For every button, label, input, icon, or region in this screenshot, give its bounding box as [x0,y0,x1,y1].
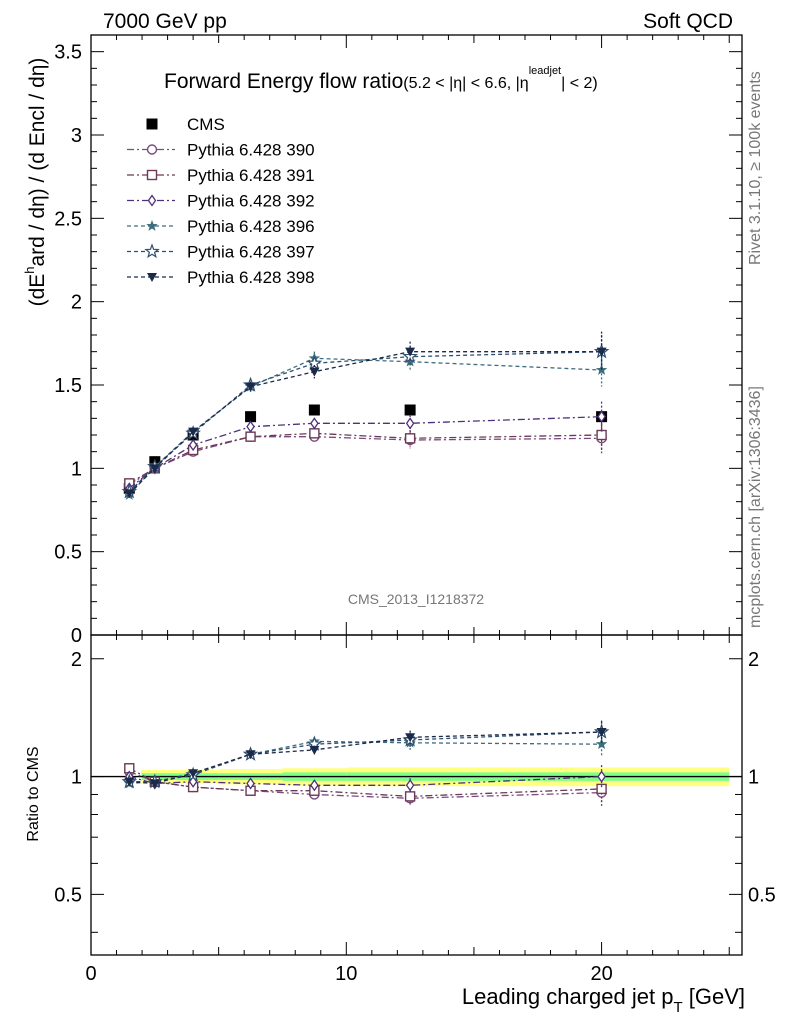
y-tick-label: 3.5 [54,42,82,64]
process-label: Soft QCD [643,10,733,33]
main-series-group [121,331,610,500]
ratio-point [188,769,199,779]
ratio-ylabel: Ratio to CMS [25,746,42,841]
ratio-point [596,783,607,795]
y-tick-label: 3 [71,125,82,147]
y-tick-label: 0.5 [54,542,82,564]
legend-label: Pythia 6.428 397 [187,243,315,262]
series-line [128,351,602,494]
energy-label: 7000 GeV pp [103,10,227,33]
legend-entry: Pythia 6.428 390 [127,141,315,160]
series-line [128,432,602,484]
data-point [246,420,255,433]
ratio-y-tick-label-right: 0.5 [748,884,776,906]
main-plot-panel: 0 0.5 1 1.5 2 2.5 3 3.5 [54,34,743,647]
data-point [149,464,160,474]
data-point [404,433,416,444]
ratio-y-tick-label: 2 [71,649,82,671]
data-point [405,417,415,430]
data-point [245,411,257,423]
legend-label: Pythia 6.428 398 [187,268,315,287]
analysis-watermark: CMS_2013_I1218372 [348,591,484,607]
series-line [128,416,602,489]
series-6 [124,331,607,499]
data-point [597,410,606,423]
ratio-plot-panel: 0 10 200.5 0.51 12 2 [54,35,776,985]
data-point [245,431,256,442]
legend-marker [146,144,158,155]
y-tick-label: 2 [71,292,82,314]
ratio-y-tick-label-right: 2 [748,649,759,671]
legend-entry: Pythia 6.428 391 [127,166,315,185]
legend-marker [144,243,160,259]
data-point [596,347,607,357]
legend-label: Pythia 6.428 392 [187,192,315,211]
data-point [124,489,135,499]
data-point [309,367,320,377]
legend-marker [146,118,158,130]
y-tick-label: 1 [71,458,82,480]
legend-label: Pythia 6.428 390 [187,141,315,160]
ratio-point [245,750,256,760]
ratio-point [246,777,255,790]
y-tick-label: 0 [71,625,82,647]
legend-entry: Pythia 6.428 397 [127,243,315,262]
ratio-series-group [121,720,610,807]
legend-marker [147,194,157,207]
series-5 [121,335,610,499]
ratio-y-tick-label: 0.5 [54,884,82,906]
data-point [596,429,607,441]
main-ylabel: (dEhard / dη) / (d Encl / dη) [22,58,49,307]
ratio-point [149,779,160,789]
legend-marker [147,273,157,282]
ratio-series-5 [124,720,607,789]
series-line [128,351,602,493]
chart-title: Forward Energy flow ratio(5.2 < |η| < 6.… [164,65,598,93]
legend-entry: Pythia 6.428 398 [127,268,315,287]
data-point [310,417,319,430]
series-line [128,357,602,496]
ratio-point [309,745,320,755]
legend-label: CMS [187,115,225,134]
legend-label: Pythia 6.428 396 [187,217,315,236]
legend-label: Pythia 6.428 391 [187,166,315,185]
ratio-point [595,738,608,750]
data-point [308,404,320,416]
x-tick-label: 10 [335,963,357,985]
xlabel: Leading charged jet pT [GeV] [462,984,745,1016]
legend-entry: Pythia 6.428 392 [127,192,315,211]
rivet-label: Rivet 3.1.10, ≥ 100k events [747,71,764,265]
ratio-y-tick-label-right: 1 [748,767,759,789]
y-tick-label: 2.5 [54,208,82,230]
data-point [309,428,320,439]
ratio-point [404,791,416,802]
legend: CMS Pythia 6.428 390 Pythia 6.428 391 Pythi… [127,115,315,287]
legend-entry: Pythia 6.428 396 [127,217,315,236]
data-point [188,438,198,452]
ratio-point [597,770,606,783]
ratio-point [124,777,135,787]
legend-entry: CMS [146,115,225,134]
series-line [128,436,602,486]
ratio-point [310,779,319,792]
data-point [405,347,416,357]
ratio-point [405,733,416,743]
x-tick-label: 20 [590,963,612,985]
ratio-point [596,727,607,737]
data-point [404,404,416,416]
mcplots-label: mcplots.cern.ch [arXiv:1306:3436] [747,386,764,628]
legend-marker [146,220,158,231]
legend-marker [146,169,158,181]
ratio-frame [90,634,743,956]
data-point [245,382,256,392]
x-tick-label: 0 [85,963,96,985]
ratio-point [405,779,415,792]
ratio-y-tick-label: 1 [71,767,82,789]
data-point [188,427,199,437]
y-tick-label: 1.5 [54,375,82,397]
data-point [404,355,416,367]
series-4 [123,351,608,500]
